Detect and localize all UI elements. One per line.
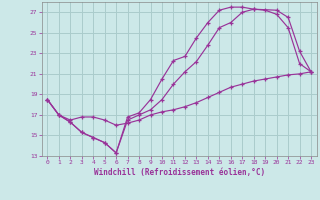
X-axis label: Windchill (Refroidissement éolien,°C): Windchill (Refroidissement éolien,°C) bbox=[94, 168, 265, 177]
